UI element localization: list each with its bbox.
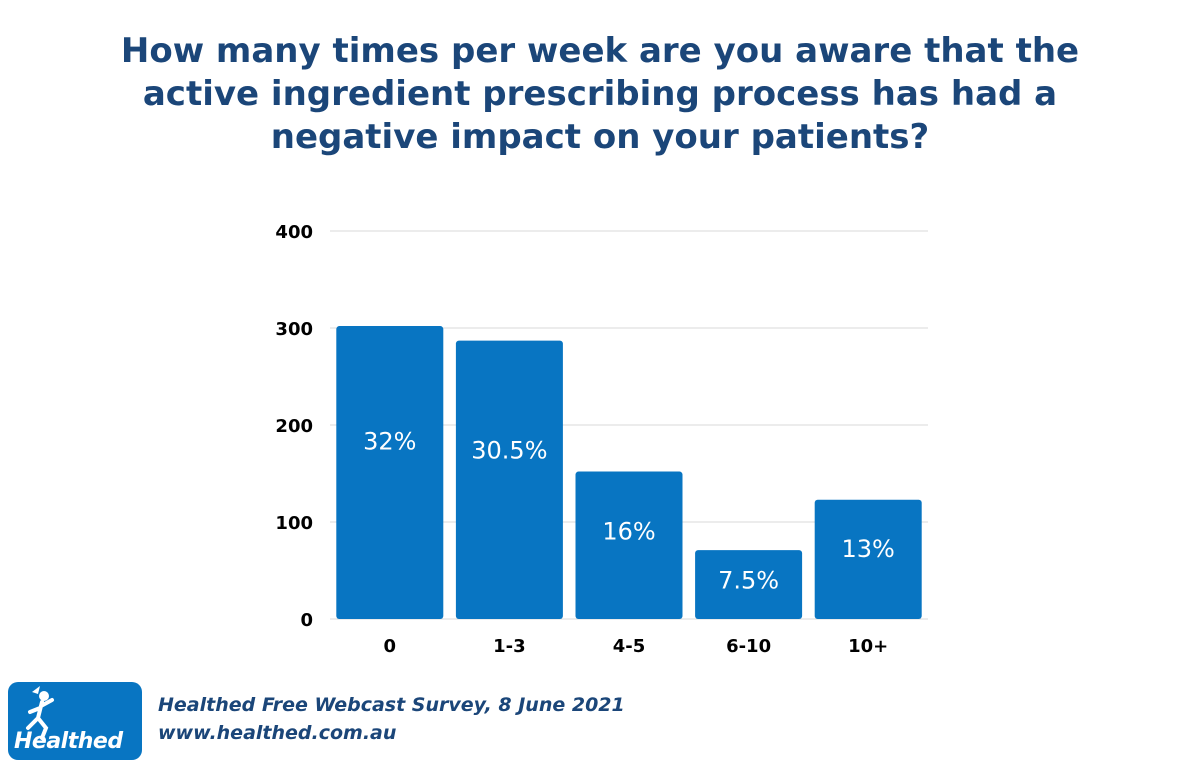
x-tick-label: 4-5: [613, 636, 646, 657]
data-label: 13%: [842, 535, 895, 563]
data-label: 16%: [602, 518, 655, 546]
data-label: 7.5%: [718, 566, 779, 594]
y-tick-label: 200: [275, 416, 313, 437]
data-label: 30.5%: [471, 436, 547, 464]
x-tick-label: 1-3: [493, 636, 526, 657]
logo-wordmark: Healthed: [14, 729, 123, 754]
x-tick-label: 10+: [848, 636, 888, 657]
bar: [336, 326, 444, 619]
x-tick-label: 6-10: [726, 636, 771, 657]
y-tick-label: 0: [300, 610, 313, 631]
x-tick-label: 0: [384, 636, 397, 657]
chart-title-line-3: negative impact on your patients?: [270, 117, 930, 157]
y-tick-label: 100: [275, 513, 313, 534]
chart-title: How many times per week are you aware th…: [40, 30, 1160, 159]
bar: [455, 340, 563, 619]
y-tick-label: 400: [275, 222, 313, 243]
bar: [814, 499, 922, 619]
source-url[interactable]: www.healthed.com.au: [158, 722, 397, 744]
winged-runner-icon: [26, 686, 54, 740]
healthed-logo: Healthed: [8, 682, 142, 760]
chart-title-line-2: active ingredient prescribing process ha…: [142, 74, 1058, 114]
data-label: 32%: [363, 427, 416, 455]
bar: [695, 550, 803, 619]
source-note: Healthed Free Webcast Survey, 8 June 202…: [158, 694, 625, 716]
bar: [575, 471, 683, 619]
y-tick-label: 300: [275, 319, 313, 340]
chart-title-line-1: How many times per week are you aware th…: [120, 31, 1080, 71]
